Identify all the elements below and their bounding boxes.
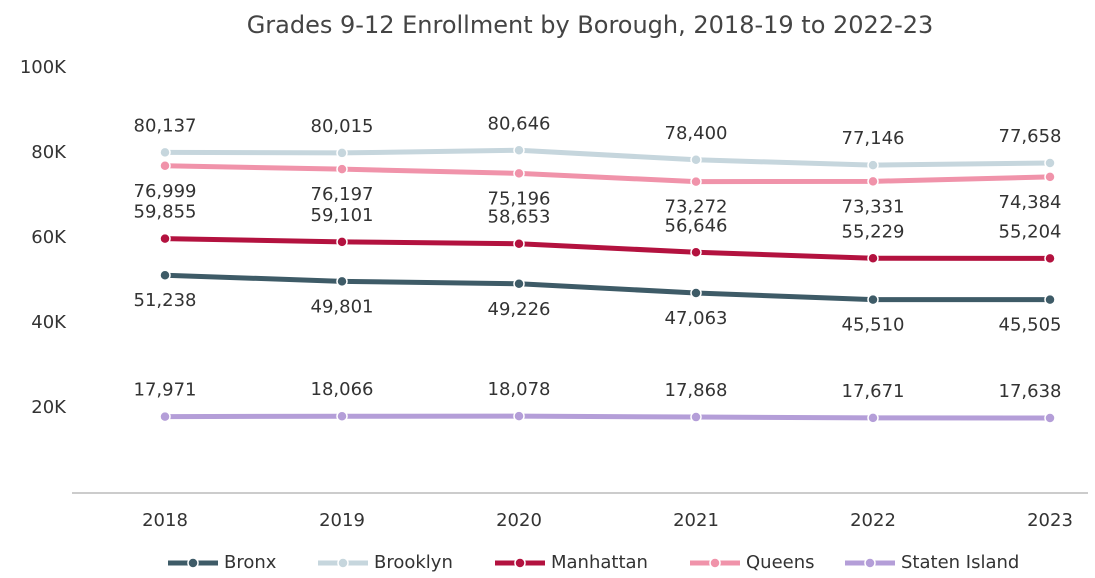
data-point — [513, 144, 525, 157]
series-line — [164, 236, 1051, 261]
data-label: 45,510 — [842, 315, 905, 336]
data-point — [690, 287, 702, 299]
data-point — [513, 410, 525, 422]
data-point — [513, 278, 525, 290]
data-label: 55,229 — [842, 221, 905, 242]
series-line — [164, 413, 1051, 421]
x-tick-label: 2022 — [850, 510, 896, 531]
data-label: 49,801 — [311, 296, 374, 317]
data-point — [336, 410, 348, 422]
data-point — [1044, 157, 1056, 169]
legend-label: Queens — [746, 552, 815, 573]
data-label: 73,331 — [842, 196, 905, 217]
data-label: 76,197 — [311, 184, 374, 205]
data-label: 80,646 — [488, 113, 551, 134]
data-point — [159, 410, 171, 423]
legend-label: Bronx — [224, 552, 277, 573]
data-point — [690, 175, 702, 188]
data-point — [867, 252, 879, 265]
data-label: 56,646 — [665, 215, 728, 236]
data-label: 76,999 — [134, 181, 197, 202]
data-point — [867, 293, 879, 306]
data-label: 51,238 — [134, 290, 197, 311]
data-label: 47,063 — [665, 308, 728, 329]
data-point — [867, 412, 879, 424]
y-tick-label: 40K — [31, 312, 67, 333]
data-point — [690, 246, 702, 259]
data-point — [1044, 293, 1056, 306]
data-point — [336, 236, 348, 248]
x-tick-label: 2023 — [1027, 510, 1073, 531]
data-point — [513, 237, 525, 250]
data-point — [159, 232, 171, 245]
data-label: 80,137 — [134, 115, 197, 136]
legend-marker — [864, 557, 876, 569]
data-label: 45,505 — [999, 315, 1062, 336]
data-label: 77,658 — [999, 126, 1062, 147]
data-point — [1044, 171, 1056, 183]
y-tick-label: 20K — [31, 397, 67, 418]
series-line — [164, 272, 1051, 303]
data-point — [1044, 252, 1056, 265]
data-label: 18,078 — [488, 379, 551, 400]
data-label: 49,226 — [488, 299, 551, 320]
data-point — [336, 147, 348, 159]
x-tick-label: 2020 — [496, 510, 542, 531]
data-point — [513, 167, 525, 180]
y-tick-label: 60K — [31, 227, 67, 248]
data-point — [159, 146, 171, 159]
data-point — [867, 159, 879, 171]
data-point — [159, 269, 171, 281]
data-point — [336, 163, 348, 175]
data-label: 74,384 — [999, 192, 1062, 213]
legend-marker — [514, 557, 526, 569]
data-label: 80,015 — [311, 116, 374, 137]
y-tick-label: 100K — [20, 57, 67, 78]
data-label: 77,146 — [842, 128, 905, 149]
data-label: 55,204 — [999, 221, 1062, 242]
legend-marker — [709, 557, 721, 569]
series-line — [164, 163, 1051, 185]
series-line — [164, 147, 1051, 168]
data-label: 17,671 — [842, 381, 905, 402]
data-label: 73,272 — [665, 197, 728, 218]
x-tick-label: 2018 — [142, 510, 188, 531]
data-label: 17,868 — [665, 380, 728, 401]
data-point — [1044, 412, 1056, 424]
data-label: 59,101 — [311, 205, 374, 226]
data-label: 17,638 — [999, 381, 1062, 402]
data-point — [336, 275, 348, 288]
chart-title: Grades 9-12 Enrollment by Borough, 2018-… — [247, 11, 934, 39]
data-point — [690, 411, 702, 423]
y-tick-label: 80K — [31, 142, 67, 163]
legend-label: Brooklyn — [374, 552, 453, 573]
data-label: 59,855 — [134, 202, 197, 223]
data-label: 17,971 — [134, 380, 197, 401]
legend-label: Staten Island — [901, 552, 1019, 573]
legend-marker — [187, 557, 199, 569]
data-label: 75,196 — [488, 188, 551, 209]
legend-marker — [337, 557, 349, 569]
x-tick-label: 2019 — [319, 510, 365, 531]
x-tick-label: 2021 — [673, 510, 719, 531]
data-label: 18,066 — [311, 379, 374, 400]
data-label: 78,400 — [665, 123, 728, 144]
data-point — [159, 160, 171, 172]
legend-label: Manhattan — [551, 552, 648, 573]
data-label: 58,653 — [488, 207, 551, 228]
data-point — [867, 175, 879, 188]
data-point — [690, 154, 702, 166]
